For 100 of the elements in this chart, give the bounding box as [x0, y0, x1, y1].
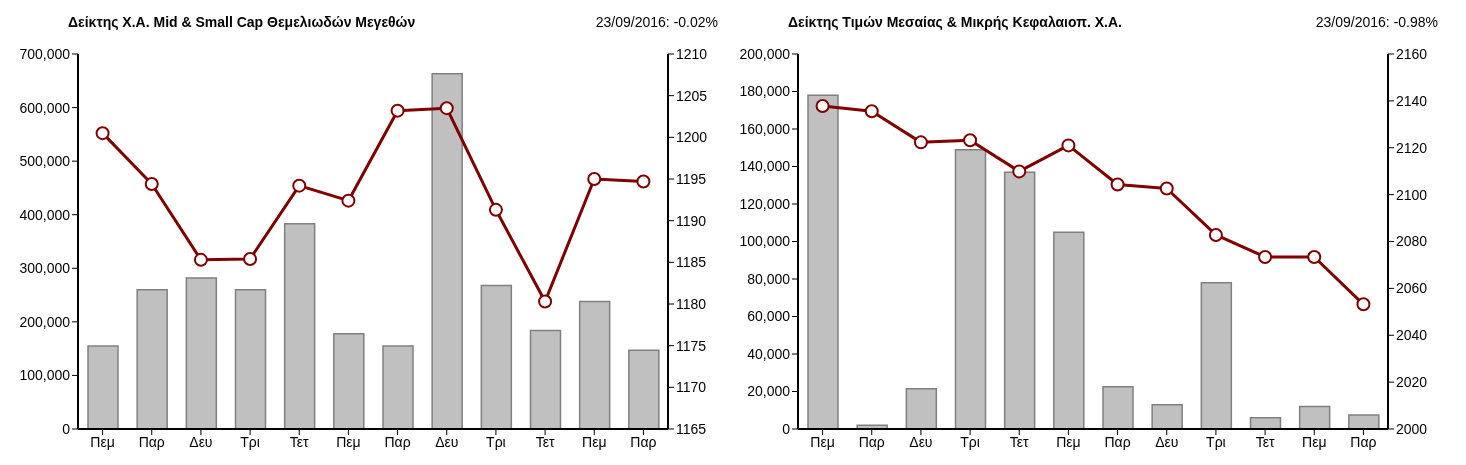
y-tick-label: 180,000 [739, 83, 791, 100]
y-tick-label: 700,000 [19, 45, 71, 62]
bar [185, 277, 218, 429]
bar [431, 73, 463, 429]
y2-tick-label: 2100 [1396, 186, 1428, 203]
point [864, 104, 879, 119]
bar [578, 300, 611, 429]
bar [382, 345, 414, 429]
x-tick-label: Παρ [858, 433, 885, 450]
x-tick-label: Πεμ [582, 433, 607, 450]
point [587, 172, 602, 186]
y2-tick-label: 1180 [676, 295, 707, 312]
point [1356, 297, 1371, 312]
point [144, 177, 159, 191]
x-tick-label: Δευ [1155, 433, 1179, 450]
bar [87, 345, 119, 429]
y2-tick-label: 1195 [676, 170, 707, 187]
bar [1053, 231, 1085, 429]
bar [1200, 282, 1233, 429]
y2-tick-label: 1200 [676, 129, 708, 146]
y-tick-label: 60,000 [747, 308, 791, 325]
x-tick-label: Τετ [289, 433, 310, 450]
x-tick-label: Τρι [240, 433, 260, 450]
y2-tick-label: 1165 [676, 420, 707, 437]
point [341, 193, 356, 208]
y-tick-label: 0 [782, 420, 791, 437]
y-tick-label: 80,000 [747, 270, 791, 287]
x-tick-label: Δευ [189, 433, 213, 450]
point [1110, 177, 1125, 192]
x-tick-label: Δευ [909, 433, 933, 450]
x-tick-label: Παρ [138, 433, 165, 450]
bar [1151, 403, 1183, 429]
y2-tick-label: 1185 [676, 254, 707, 271]
x-tick-label: Παρ [384, 433, 411, 450]
y-tick-label: 140,000 [739, 158, 791, 175]
chart-subtitle: 23/09/2016: -0.98% [1315, 14, 1438, 32]
point [439, 101, 454, 116]
bar [136, 288, 168, 429]
y2-tick-label: 2160 [1396, 45, 1428, 62]
y2-tick-label: 2120 [1396, 139, 1428, 156]
bar [480, 284, 513, 429]
bar [954, 148, 987, 429]
x-tick-label: Τρι [960, 433, 980, 450]
y2-tick-label: 2020 [1396, 374, 1428, 391]
x-tick-label: Παρ [630, 433, 657, 450]
bar [1102, 386, 1134, 429]
point [1159, 181, 1174, 196]
chart-subtitle: 23/09/2016: -0.02% [595, 14, 718, 32]
chart-title: Δείκτης Τιμών Μεσαίας & Μικρής Κεφαλαιοπ. Χ.Α. [788, 14, 1122, 32]
point [636, 174, 651, 189]
point [1258, 249, 1273, 264]
y-tick-label: 600,000 [19, 99, 71, 116]
bar [1298, 405, 1331, 429]
chart-title: Δείκτης Χ.Α. Mid & Small Cap Θεμελιωδών Μεγεθών [68, 14, 416, 32]
point [1012, 164, 1027, 179]
y-tick-label: 20,000 [747, 383, 791, 400]
x-tick-label: Τρι [486, 433, 506, 450]
y2-tick-label: 2000 [1396, 420, 1428, 437]
y2-tick-label: 2140 [1396, 92, 1428, 109]
x-tick-label: Τετ [535, 433, 555, 450]
y-tick-label: 500,000 [19, 153, 71, 170]
y-tick-label: 0 [62, 420, 71, 437]
y2-tick-label: 1190 [676, 212, 707, 229]
y2-tick-label: 2040 [1396, 327, 1428, 344]
y-tick-label: 200,000 [739, 45, 791, 62]
x-tick-label: Πεμ [810, 433, 835, 450]
point [538, 294, 553, 309]
bar [905, 387, 938, 429]
x-tick-label: Τετ [1009, 433, 1030, 450]
y2-tick-label: 2060 [1396, 280, 1428, 297]
bar [234, 288, 267, 429]
x-tick-label: Παρ [1350, 433, 1377, 450]
y-tick-label: 160,000 [739, 120, 791, 137]
bar [628, 349, 660, 429]
x-tick-label: Τετ [1255, 433, 1275, 450]
bar [807, 94, 839, 429]
point [1061, 138, 1076, 153]
x-tick-label: Παρ [1104, 433, 1131, 450]
point [1307, 249, 1322, 264]
y2-tick-label: 1175 [676, 337, 707, 354]
y-tick-label: 120,000 [739, 195, 791, 212]
y-tick-label: 400,000 [19, 206, 71, 223]
bar [1348, 414, 1380, 429]
y2-tick-label: 2080 [1396, 233, 1428, 250]
point [963, 133, 978, 148]
x-tick-label: Δευ [435, 433, 459, 450]
y-tick-label: 40,000 [747, 345, 791, 362]
point [243, 252, 258, 266]
bar [1249, 417, 1282, 429]
y2-tick-label: 1205 [676, 87, 708, 104]
x-tick-label: Πεμ [1302, 433, 1327, 450]
x-tick-label: Πεμ [336, 433, 361, 450]
y-tick-label: 100,000 [739, 233, 791, 250]
point [390, 103, 405, 118]
point [292, 178, 307, 193]
point [1208, 227, 1223, 242]
point [95, 126, 110, 141]
y-tick-label: 300,000 [19, 260, 71, 277]
bar [283, 223, 316, 429]
bar [333, 332, 365, 429]
